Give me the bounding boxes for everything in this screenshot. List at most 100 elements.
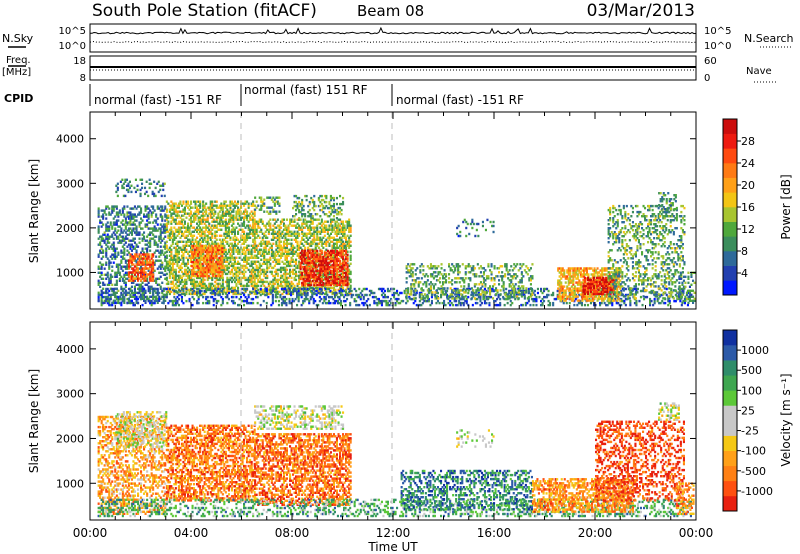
power-echo-cell xyxy=(137,245,140,248)
power-echo-cell xyxy=(269,258,272,261)
power-echo-cell xyxy=(264,234,267,237)
power-echo-cell xyxy=(191,246,194,250)
power-echo-cell xyxy=(197,212,200,215)
power-echo-cell xyxy=(205,240,208,243)
power-echo-cell xyxy=(278,254,281,257)
power-echo-cell xyxy=(149,275,152,278)
power-echo-cell xyxy=(202,252,205,255)
power-echo-cell xyxy=(199,226,202,229)
power-echo-cell xyxy=(240,218,243,221)
power-echo-cell xyxy=(232,228,235,231)
power-echo-cell xyxy=(224,236,227,239)
power-echo-cell xyxy=(193,242,196,245)
power-echo-cell xyxy=(211,276,214,280)
power-echo-cell xyxy=(215,286,218,290)
power-echo-cell xyxy=(155,281,158,284)
power-echo-cell xyxy=(261,292,264,296)
power-echo-cell xyxy=(233,242,236,245)
power-echo-cell xyxy=(200,262,203,266)
power-echo-cell xyxy=(349,262,352,265)
power-echo-cell xyxy=(187,234,190,237)
power-echo-cell xyxy=(272,224,275,227)
power-echo-cell xyxy=(165,226,168,229)
power-echo-cell xyxy=(211,282,214,286)
power-echo-cell xyxy=(180,278,183,282)
power-echo-cell xyxy=(148,182,151,185)
power-echo-cell xyxy=(263,262,266,265)
power-echo-cell xyxy=(185,248,188,251)
power-echo-cell xyxy=(149,245,152,248)
power-echo-cell xyxy=(103,301,106,304)
power-echo-cell xyxy=(123,249,126,252)
power-echo-cell xyxy=(200,218,203,221)
power-echo-cell xyxy=(252,256,255,259)
power-echo-cell xyxy=(200,264,203,268)
power-echo-cell xyxy=(123,207,126,210)
power-echo-cell xyxy=(179,200,182,203)
power-echo-cell xyxy=(198,248,201,252)
power-echo-cell xyxy=(130,233,133,236)
power-echo-cell xyxy=(229,200,232,203)
power-echo-cell xyxy=(281,276,284,280)
power-echo-cell xyxy=(144,239,147,242)
power-echo-cell xyxy=(185,256,188,259)
power-echo-cell xyxy=(170,222,173,225)
power-echo-cell xyxy=(120,221,123,224)
power-echo-cell xyxy=(173,206,176,209)
power-echo-cell xyxy=(197,228,200,231)
power-echo-cell xyxy=(132,213,135,216)
power-echo-cell xyxy=(217,242,220,245)
power-echo-cell xyxy=(237,218,240,221)
power-echo-cell xyxy=(202,206,205,209)
power-echo-cell xyxy=(260,244,263,247)
power-echo-cell xyxy=(278,246,281,249)
power-echo-cell xyxy=(218,282,221,286)
power-echo-cell xyxy=(152,277,155,280)
power-echo-cell xyxy=(282,266,285,270)
power-echo-cell xyxy=(152,261,155,264)
power-echo-cell xyxy=(115,275,118,278)
power-echo-cell xyxy=(162,293,165,296)
power-echo-cell xyxy=(270,272,273,276)
power-echo-cell xyxy=(100,295,103,298)
power-echo-cell xyxy=(130,207,133,210)
power-echo-cell xyxy=(188,268,191,272)
power-echo-cell xyxy=(215,276,218,280)
power-echo-cell xyxy=(97,271,100,274)
power-echo-cell xyxy=(187,260,190,263)
power-echo-cell xyxy=(349,224,352,227)
power-echo-cell xyxy=(221,244,224,248)
power-echo-cell xyxy=(124,265,127,268)
power-echo-cell xyxy=(202,276,205,280)
power-echo-cell xyxy=(204,258,207,262)
power-echo-cell xyxy=(123,265,126,268)
power-echo-cell xyxy=(141,285,144,288)
power-echo-cell xyxy=(160,194,163,198)
power-echo-cell xyxy=(117,271,120,274)
power-echo-cell xyxy=(247,252,250,255)
power-echo-cell xyxy=(250,244,253,247)
power-echo-cell xyxy=(273,256,276,259)
power-echo-cell xyxy=(257,204,260,207)
power-echo-cell xyxy=(130,259,133,262)
power-echo-cell xyxy=(209,262,212,266)
power-echo-cell xyxy=(115,279,118,282)
power-echo-cell xyxy=(121,293,124,296)
power-echo-cell xyxy=(130,243,133,246)
power-echo-cell xyxy=(266,264,269,268)
power-echo-cell xyxy=(193,278,196,282)
power-echo-cell xyxy=(112,249,115,252)
power-echo-cell xyxy=(244,250,247,253)
power-echo-cell xyxy=(111,283,114,286)
power-echo-cell xyxy=(279,274,282,278)
power-echo-cell xyxy=(263,254,266,257)
power-echo-cell xyxy=(270,252,273,255)
power-echo-cell xyxy=(127,221,130,224)
power-echo-cell xyxy=(158,297,161,301)
power-echo-cell xyxy=(214,224,217,227)
power-echo-cell xyxy=(207,246,210,250)
power-echo-cell xyxy=(279,222,282,225)
power-echo-cell xyxy=(168,262,171,265)
power-echo-cell xyxy=(139,194,142,198)
power-echo-cell xyxy=(125,188,128,192)
